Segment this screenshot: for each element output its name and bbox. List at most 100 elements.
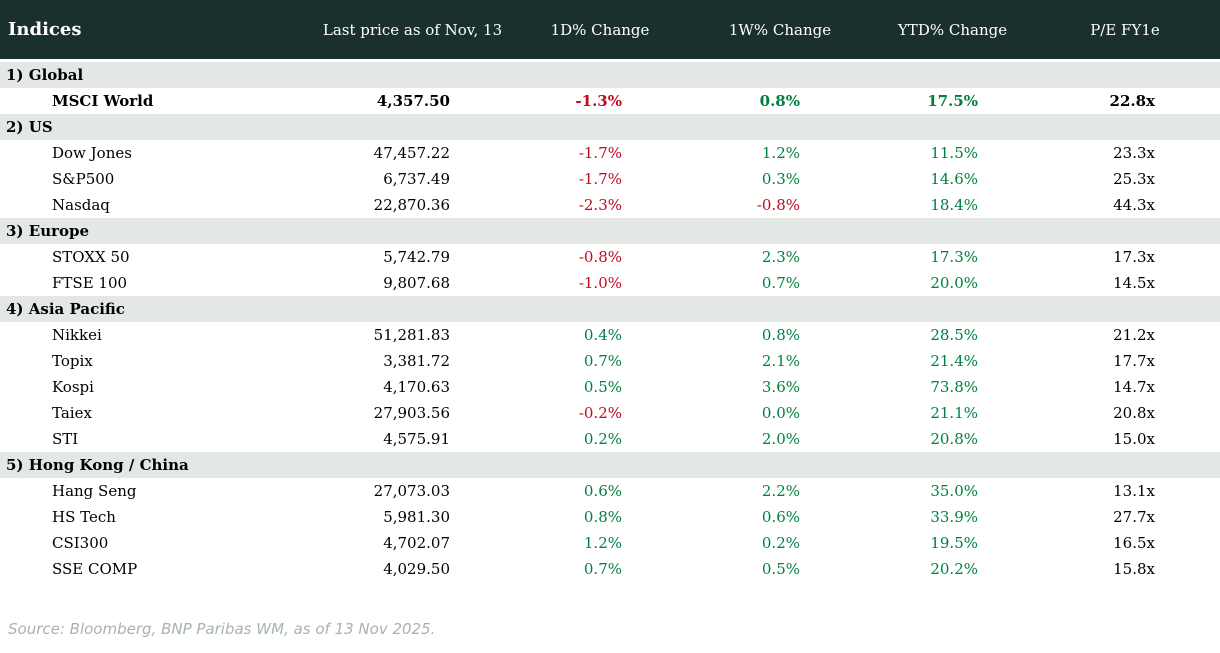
pe-fy1e: 16.5x [1113, 534, 1155, 552]
change-1w: 1.2% [761, 144, 800, 162]
change-1w: 0.0% [761, 404, 800, 422]
change-ytd: 14.6% [930, 170, 978, 188]
index-name: S&P500 [52, 170, 115, 188]
change-1d: -1.3% [575, 92, 622, 110]
change-1d: -2.3% [578, 196, 622, 214]
column-header-indices: Indices [8, 19, 82, 40]
change-1w: 0.8% [759, 92, 800, 110]
change-ytd: 28.5% [930, 326, 978, 344]
index-name: Dow Jones [52, 144, 132, 162]
change-1d: -1.0% [578, 274, 622, 292]
last-price: 6,737.49 [383, 170, 450, 188]
section-header: 4) Asia Pacific [0, 296, 1220, 322]
change-ytd: 20.0% [930, 274, 978, 292]
column-header-last-price: Last price as of Nov, 13 [322, 20, 503, 39]
change-ytd: 33.9% [930, 508, 978, 526]
change-ytd: 21.4% [930, 352, 978, 370]
section-header: 5) Hong Kong / China [0, 452, 1220, 478]
change-1w: 0.5% [761, 560, 800, 578]
pe-fy1e: 44.3x [1113, 196, 1155, 214]
change-1d: 0.7% [583, 560, 622, 578]
change-1d: 1.2% [583, 534, 622, 552]
last-price: 4,575.91 [383, 430, 450, 448]
table-row: HS Tech 5,981.30 0.8% 0.6% 33.9% 27.7x [0, 504, 1220, 530]
table-row: S&P500 6,737.49 -1.7% 0.3% 14.6% 25.3x [0, 166, 1220, 192]
index-name: CSI300 [52, 534, 109, 552]
table-row: Hang Seng 27,073.03 0.6% 2.2% 35.0% 13.1x [0, 478, 1220, 504]
index-name: Topix [52, 352, 93, 370]
change-1w: -0.8% [756, 196, 800, 214]
last-price: 4,702.07 [383, 534, 450, 552]
last-price: 5,981.30 [383, 508, 450, 526]
change-1d: -0.2% [578, 404, 622, 422]
last-price: 22,870.36 [373, 196, 450, 214]
change-1d: 0.5% [583, 378, 622, 396]
table-row: Kospi 4,170.63 0.5% 3.6% 73.8% 14.7x [0, 374, 1220, 400]
source-note: Source: Bloomberg, BNP Paribas WM, as of… [8, 620, 436, 638]
change-ytd: 73.8% [930, 378, 978, 396]
change-1d: -1.7% [578, 170, 622, 188]
section-header: 1) Global [0, 62, 1220, 88]
pe-fy1e: 23.3x [1113, 144, 1155, 162]
change-1w: 2.3% [761, 248, 800, 266]
change-1w: 0.7% [761, 274, 800, 292]
column-header-ytd-change: YTD% Change [897, 20, 1008, 39]
change-ytd: 35.0% [930, 482, 978, 500]
pe-fy1e: 15.8x [1113, 560, 1155, 578]
column-header-1w-change: 1W% Change [728, 20, 832, 39]
last-price: 4,170.63 [383, 378, 450, 396]
table-body: 1) Global MSCI World 4,357.50 -1.3% 0.8% 17.5… [0, 62, 1220, 582]
last-price: 27,903.56 [373, 404, 450, 422]
section-header: 2) US [0, 114, 1220, 140]
last-price: 5,742.79 [383, 248, 450, 266]
change-ytd: 17.5% [927, 92, 978, 110]
last-price: 4,357.50 [376, 92, 450, 110]
table-row: FTSE 100 9,807.68 -1.0% 0.7% 20.0% 14.5x [0, 270, 1220, 296]
change-1d: -0.8% [578, 248, 622, 266]
column-header-pe-fy1e: P/E FY1e [1090, 20, 1160, 39]
table-header-row: Indices Last price as of Nov, 13 1D% Cha… [0, 0, 1220, 59]
index-name: FTSE 100 [52, 274, 128, 292]
table-row: Dow Jones 47,457.22 -1.7% 1.2% 11.5% 23.3x [0, 140, 1220, 166]
change-1w: 2.2% [761, 482, 800, 500]
section-header: 3) Europe [0, 218, 1220, 244]
pe-fy1e: 25.3x [1113, 170, 1155, 188]
change-1d: 0.4% [583, 326, 622, 344]
change-ytd: 18.4% [930, 196, 978, 214]
table-row: MSCI World 4,357.50 -1.3% 0.8% 17.5% 22.8x [0, 88, 1220, 114]
table-row: SSE COMP 4,029.50 0.7% 0.5% 20.2% 15.8x [0, 556, 1220, 582]
table-row: STI 4,575.91 0.2% 2.0% 20.8% 15.0x [0, 426, 1220, 452]
change-1d: 0.7% [583, 352, 622, 370]
change-1w: 0.8% [761, 326, 800, 344]
header-divider [0, 59, 1220, 62]
table-row: Nasdaq 22,870.36 -2.3% -0.8% 18.4% 44.3x [0, 192, 1220, 218]
pe-fy1e: 14.5x [1113, 274, 1155, 292]
change-ytd: 20.2% [930, 560, 978, 578]
pe-fy1e: 22.8x [1109, 92, 1155, 110]
table-row: CSI300 4,702.07 1.2% 0.2% 19.5% 16.5x [0, 530, 1220, 556]
change-1w: 0.3% [761, 170, 800, 188]
last-price: 27,073.03 [373, 482, 450, 500]
pe-fy1e: 27.7x [1113, 508, 1155, 526]
index-name: STI [52, 430, 79, 448]
change-1w: 2.0% [761, 430, 800, 448]
table-row: STOXX 50 5,742.79 -0.8% 2.3% 17.3% 17.3x [0, 244, 1220, 270]
index-name: Nikkei [52, 326, 102, 344]
table-row: Nikkei 51,281.83 0.4% 0.8% 28.5% 21.2x [0, 322, 1220, 348]
change-ytd: 11.5% [930, 144, 978, 162]
change-1d: 0.8% [583, 508, 622, 526]
last-price: 3,381.72 [383, 352, 450, 370]
index-name: Taiex [52, 404, 92, 422]
last-price: 47,457.22 [373, 144, 450, 162]
pe-fy1e: 15.0x [1113, 430, 1155, 448]
pe-fy1e: 14.7x [1113, 378, 1155, 396]
column-header-1d-change: 1D% Change [550, 20, 650, 39]
pe-fy1e: 20.8x [1113, 404, 1155, 422]
last-price: 4,029.50 [383, 560, 450, 578]
change-1w: 3.6% [761, 378, 800, 396]
change-1d: -1.7% [578, 144, 622, 162]
change-ytd: 19.5% [930, 534, 978, 552]
table-row: Topix 3,381.72 0.7% 2.1% 21.4% 17.7x [0, 348, 1220, 374]
pe-fy1e: 17.3x [1113, 248, 1155, 266]
index-name: SSE COMP [52, 560, 138, 578]
